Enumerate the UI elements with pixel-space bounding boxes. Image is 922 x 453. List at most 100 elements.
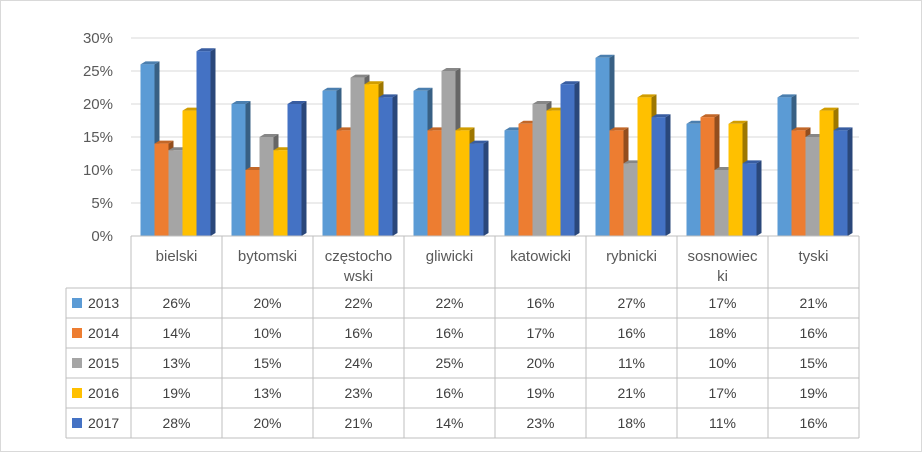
bar-top <box>196 48 216 52</box>
table-cell-value: 16% <box>344 325 372 341</box>
bar-side <box>756 160 762 236</box>
bar <box>805 137 820 236</box>
category-label: bytomski <box>238 248 297 265</box>
legend-series-name: 2013 <box>88 295 119 311</box>
legend-series-name: 2017 <box>88 415 119 431</box>
bar-side <box>574 81 580 236</box>
table-cell-value: 21% <box>799 295 827 311</box>
bar-top <box>259 134 279 137</box>
bar-top <box>532 101 552 104</box>
table-cell-value: 15% <box>253 355 281 371</box>
bar-top <box>469 140 489 144</box>
legend-series-name: 2015 <box>88 355 119 371</box>
table-cell-value: 18% <box>617 415 645 431</box>
bar-top <box>833 127 853 131</box>
table-cell-value: 19% <box>162 385 190 401</box>
table-cell-value: 10% <box>708 355 736 371</box>
bar <box>609 130 624 236</box>
table-cell-value: 13% <box>253 385 281 401</box>
bar-top <box>791 127 811 131</box>
table-cell-value: 20% <box>253 415 281 431</box>
bar <box>168 150 183 236</box>
y-tick-label: 10% <box>83 162 113 179</box>
bar <box>532 104 547 236</box>
table-cell-value: 11% <box>618 355 645 371</box>
table-cell-value: 19% <box>526 385 554 401</box>
table-cell-value: 17% <box>708 385 736 401</box>
bar <box>595 57 610 236</box>
bar-top <box>350 74 370 78</box>
bar-side <box>483 140 489 236</box>
bar <box>518 123 533 236</box>
bar-top <box>651 114 671 118</box>
bar <box>245 170 260 236</box>
bar-side <box>847 127 853 236</box>
table-cell-value: 16% <box>617 325 645 341</box>
table-cell-value: 27% <box>617 295 645 311</box>
bar-top <box>595 54 615 58</box>
bar-top <box>560 81 580 85</box>
bar-side <box>392 94 398 237</box>
category-label: ki <box>717 268 728 285</box>
bar <box>196 51 211 237</box>
table-cell-value: 24% <box>344 355 372 371</box>
table-cell-value: 18% <box>708 325 736 341</box>
table-cell-value: 14% <box>162 325 190 341</box>
y-tick-label: 5% <box>91 195 113 212</box>
table-cell-value: 25% <box>435 355 463 371</box>
bar <box>819 110 834 236</box>
bar <box>623 163 638 236</box>
table-cell-value: 16% <box>799 325 827 341</box>
table-cell-value: 19% <box>799 385 827 401</box>
bar <box>714 170 729 236</box>
bar <box>455 130 470 236</box>
table-cell-value: 15% <box>799 355 827 371</box>
table-cell-value: 17% <box>526 325 554 341</box>
legend-series-name: 2016 <box>88 385 119 401</box>
bar-side <box>210 48 216 237</box>
category-label: bielski <box>156 248 198 265</box>
bar-top <box>819 107 839 111</box>
bar-top <box>378 94 398 98</box>
bar <box>791 130 806 236</box>
bar <box>504 130 519 236</box>
bar-top <box>231 101 251 104</box>
table-cell-value: 21% <box>344 415 372 431</box>
legend-key-2014 <box>72 328 82 338</box>
bar-top <box>700 114 720 118</box>
legend-key-2017 <box>72 418 82 428</box>
bar-top <box>364 81 384 85</box>
bar-top <box>742 160 762 164</box>
bar-top <box>455 127 475 131</box>
category-label: sosnowiec <box>687 248 758 265</box>
table-cell-value: 26% <box>162 295 190 311</box>
legend-series-name: 2014 <box>88 325 119 341</box>
table-cell-value: 16% <box>526 295 554 311</box>
y-tick-label: 25% <box>83 63 113 80</box>
bar <box>231 104 246 236</box>
bar <box>777 97 792 237</box>
bar-top <box>140 61 160 65</box>
bar <box>469 143 484 236</box>
bar <box>686 123 701 236</box>
table-cell-value: 20% <box>526 355 554 371</box>
table-cell-value: 16% <box>435 385 463 401</box>
legend-key-2013 <box>72 298 82 308</box>
bar <box>651 117 666 236</box>
bar <box>287 104 302 236</box>
category-label: częstocho <box>325 248 393 265</box>
category-label: katowicki <box>510 248 571 265</box>
bar <box>364 84 379 236</box>
bar-top <box>728 120 748 124</box>
bar <box>140 64 155 237</box>
bar <box>441 71 456 236</box>
table-cell-value: 11% <box>709 415 736 431</box>
category-label: tyski <box>799 248 829 265</box>
legend-key-2016 <box>72 388 82 398</box>
bar <box>336 130 351 236</box>
bar <box>154 143 169 236</box>
bar <box>378 97 393 237</box>
y-tick-label: 15% <box>83 129 113 146</box>
bar <box>322 90 337 236</box>
